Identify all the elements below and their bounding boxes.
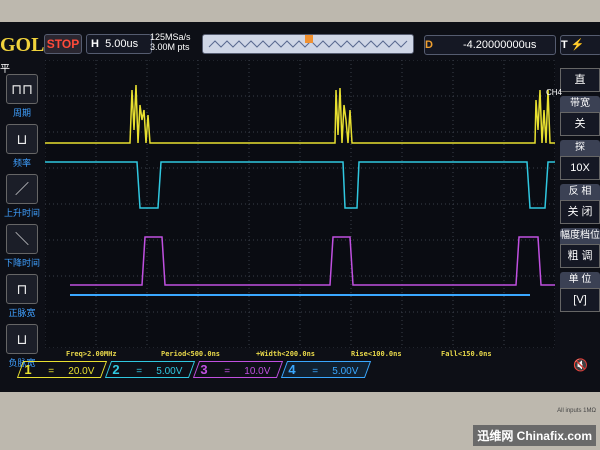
ch1-status[interactable]: 1 = 20.0V <box>16 361 108 378</box>
ch2-trace <box>45 161 555 209</box>
measure-positive-width-button[interactable]: ⊓ 正脉宽 <box>0 274 44 322</box>
volts-div-header: 幅度档位 <box>560 228 600 244</box>
menu-label: 上升时间 <box>3 208 40 218</box>
measurement-fall: Fall<150.0ns <box>441 350 492 358</box>
brand-logo: GOL <box>0 34 45 56</box>
ch-scale: 10.0V <box>244 366 271 377</box>
menu-label: 频率 <box>12 158 31 168</box>
speaker-muted-icon[interactable]: 🔇 <box>573 358 588 372</box>
ch-scale: 20.0V <box>68 366 95 377</box>
rise-time-icon: ／ <box>6 174 38 204</box>
bandwidth-value[interactable]: 关 <box>560 112 600 136</box>
menu-label: 下降时间 <box>3 258 40 268</box>
frequency-icon: ⊔ <box>6 124 38 154</box>
ch-number: 3 <box>200 362 208 377</box>
measurement-rise: Rise<100.0ns <box>351 350 402 358</box>
ch-scale: 5.00V <box>332 366 359 377</box>
measurement-period: Period<500.0ns <box>161 350 221 358</box>
ch4-status[interactable]: 4 = 5.00V <box>280 361 372 378</box>
watermark: 迅维网 Chinafix.com <box>473 425 596 446</box>
invert-value[interactable]: 关 闭 <box>560 200 600 224</box>
measurement-frequency: Freq>2.00MHz <box>66 350 117 358</box>
volts-div-value[interactable]: 粗 调 <box>560 244 600 268</box>
bezel-label: All inputs 1MΩ <box>557 408 596 414</box>
measurement-positive-width: +Width<200.0ns <box>256 350 316 358</box>
rising-edge-icon: ⚡ <box>570 39 585 51</box>
positive-width-icon: ⊓ <box>6 274 38 304</box>
measurement-bar: Freq>2.00MHz Period<500.0ns +Width<200.0… <box>66 350 546 360</box>
ch3-trace <box>70 236 555 286</box>
trigger-label: T <box>561 39 568 51</box>
period-icon: ⊓⊓ <box>6 74 38 104</box>
ch-coupling: = <box>312 366 319 377</box>
ch2-status[interactable]: 2 = 5.00V <box>104 361 196 378</box>
status-bar: GOL STOP H 5.00us 125MSa/s 3.00M pts D -4.… <box>0 30 600 58</box>
memory-depth: 3.00M pts <box>150 42 190 52</box>
timebase-label: H <box>91 38 99 50</box>
measure-period-button[interactable]: ⊓⊓ 周期 <box>0 74 44 122</box>
ch-coupling: = <box>136 366 143 377</box>
run-stop-button[interactable]: STOP <box>44 34 82 54</box>
delay-label: D <box>425 39 433 51</box>
menu-label: 正脉宽 <box>8 308 36 318</box>
trigger-marker-icon <box>305 35 313 43</box>
timebase-display[interactable]: H 5.00us <box>86 34 152 54</box>
menu-title: 平 <box>0 64 10 75</box>
acquisition-info: 125MSa/s 3.00M pts <box>150 32 191 52</box>
fall-time-icon: ＼ <box>6 224 38 254</box>
probe-value[interactable]: 10X <box>560 156 600 180</box>
channel-label: CH4 <box>546 88 563 97</box>
waveform-display[interactable] <box>44 59 556 349</box>
ch1-trace <box>45 84 555 144</box>
measure-fall-time-button[interactable]: ＼ 下降时间 <box>0 224 44 272</box>
coupling-value[interactable]: 直 <box>560 68 600 92</box>
unit-header: 单 位 <box>560 272 600 288</box>
ch-number: 1 <box>24 362 32 377</box>
negative-width-icon: ⊔ <box>6 324 38 354</box>
unit-value[interactable]: [V] <box>560 288 600 312</box>
measure-rise-time-button[interactable]: ／ 上升时间 <box>0 174 44 222</box>
menu-label: 负脉宽 <box>8 358 36 368</box>
timebase-value: 5.00us <box>105 38 139 50</box>
delay-display[interactable]: D -4.20000000us <box>424 35 556 55</box>
ch-number: 4 <box>288 362 296 377</box>
bandwidth-header: 带宽 <box>560 96 600 112</box>
measure-negative-width-button[interactable]: ⊔ 负脉宽 <box>0 324 44 372</box>
menu-label: 周期 <box>12 108 31 118</box>
delay-value: -4.20000000us <box>462 39 537 51</box>
channel-menu: CH4 直 带宽 关 探 10X 反 相 关 闭 幅度档位 粗 调 单 位 [V… <box>546 68 600 316</box>
measure-frequency-button[interactable]: ⊔ 频率 <box>0 124 44 172</box>
waveform-overview-bar[interactable] <box>202 34 414 54</box>
invert-header: 反 相 <box>560 184 600 200</box>
sample-rate: 125MSa/s <box>150 32 191 42</box>
trigger-display[interactable]: T ⚡ <box>560 35 600 55</box>
ch-coupling: = <box>224 366 231 377</box>
probe-header: 探 <box>560 140 600 156</box>
ch-coupling: = <box>48 366 55 377</box>
ch3-status[interactable]: 3 = 10.0V <box>192 361 284 378</box>
ch-scale: 5.00V <box>156 366 183 377</box>
measure-menu: 平 ⊓⊓ 周期 ⊔ 频率 ／ 上升时间 ＼ 下降时间 ⊓ 正脉宽 ⊔ 负脉宽 <box>0 60 44 372</box>
ch-number: 2 <box>112 362 120 377</box>
